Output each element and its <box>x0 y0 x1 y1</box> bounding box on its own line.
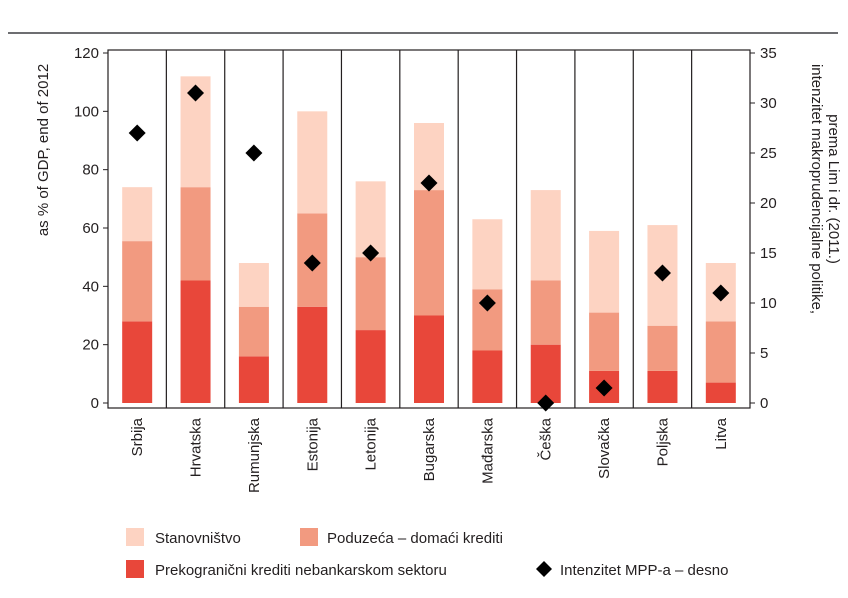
legend-item-intenzitet: Intenzitet MPP-a – desno <box>536 561 728 579</box>
category-label: Poljska <box>654 417 671 466</box>
right-tick-label: 25 <box>760 145 777 162</box>
bar-segment-1 <box>647 370 678 403</box>
plot-frame <box>107 49 751 409</box>
legend-swatch-poduzeca <box>300 528 318 546</box>
bar-segment-1 <box>180 280 211 403</box>
bar-segment-2 <box>238 306 269 357</box>
marker-point <box>187 84 205 102</box>
bar-segment-2 <box>589 312 620 371</box>
marker-point <box>245 144 263 162</box>
bars-layer <box>122 76 736 403</box>
right-tick-label: 0 <box>760 395 768 412</box>
left-axis-title: as % of GDP, end of 2012 <box>35 64 52 236</box>
bar-segment-3 <box>122 187 153 242</box>
bar-segment-1 <box>472 350 503 403</box>
marker-point <box>712 284 730 302</box>
bar-segment-2 <box>180 187 211 281</box>
bar-segment-1 <box>297 306 328 403</box>
bar-segment-1 <box>122 321 153 403</box>
bar-segment-3 <box>238 263 269 307</box>
legend-label-intenzitet: Intenzitet MPP-a – desno <box>560 562 728 579</box>
legend-label-stanovnistvo: Stanovništvo <box>155 530 241 547</box>
bar-segment-3 <box>472 219 503 290</box>
left-tick-label: 80 <box>82 162 99 179</box>
bar-segment-1 <box>530 344 561 403</box>
marker-point <box>595 379 613 397</box>
right-tick-label: 15 <box>760 245 777 262</box>
marker-point <box>537 394 555 412</box>
left-tick-label: 0 <box>91 395 99 412</box>
bar-segment-3 <box>589 230 620 313</box>
bar-segment-1 <box>414 315 444 403</box>
left-tick-label: 40 <box>82 278 99 295</box>
bar-segment-1 <box>238 356 269 403</box>
category-label: Slovačka <box>596 417 613 479</box>
marker-point <box>303 254 321 272</box>
bar-segment-1 <box>355 330 386 403</box>
marker-point <box>128 124 146 142</box>
bar-segment-2 <box>705 321 736 383</box>
left-tick-label: 100 <box>74 103 99 120</box>
right-tick-label: 10 <box>760 295 777 312</box>
bar-segment-2 <box>355 257 386 331</box>
bar-segment-3 <box>297 111 328 214</box>
category-label: Letonija <box>363 417 380 470</box>
legend: Stanovništvo Poduzeća – domaći krediti P… <box>126 528 728 579</box>
right-axis: 0 5 10 15 20 25 30 35 <box>750 45 777 412</box>
category-label: Srbija <box>129 417 146 456</box>
marker-point <box>420 174 438 192</box>
right-tick-label: 20 <box>760 195 777 212</box>
right-axis-title-line2: prema Lim i dr. (2011.) <box>825 114 842 264</box>
right-tick-label: 30 <box>760 95 777 112</box>
category-label: Estonija <box>304 417 321 471</box>
markers-layer <box>128 84 730 412</box>
bar-segment-2 <box>414 190 444 316</box>
legend-item-stanovnistvo: Stanovništvo <box>126 528 241 547</box>
left-tick-label: 120 <box>74 45 99 62</box>
right-tick-label: 5 <box>760 345 768 362</box>
marker-point <box>478 294 496 312</box>
bar-segment-2 <box>530 280 561 345</box>
category-label: Litva <box>713 417 730 449</box>
marker-point <box>653 264 671 282</box>
legend-label-prekogranicni: Prekogranični krediti nebankarskom sekto… <box>155 562 447 579</box>
bar-segment-3 <box>530 190 561 281</box>
bar-segment-1 <box>705 382 736 403</box>
category-labels: Srbija Hrvatska Rumunjska Estonija Letonija B… <box>129 417 730 493</box>
right-tick-label: 35 <box>760 45 777 62</box>
bar-segment-2 <box>647 325 678 371</box>
legend-diamond-icon <box>536 561 552 577</box>
left-tick-label: 60 <box>82 220 99 237</box>
category-separators <box>165 50 693 408</box>
left-axis: 0 20 40 60 80 100 120 <box>74 45 108 412</box>
legend-swatch-stanovnistvo <box>126 528 144 546</box>
right-axis-title-line1: intenzitet makroprudencijalne politike, <box>808 64 825 314</box>
category-label: Mađarska <box>479 417 496 484</box>
category-label: Bugarska <box>421 417 438 481</box>
legend-label-poduzeca: Poduzeća – domaći krediti <box>327 530 503 547</box>
legend-swatch-prekogranicni <box>126 560 144 578</box>
category-label: Češka <box>538 417 555 460</box>
legend-item-prekogranicni: Prekogranični krediti nebankarskom sekto… <box>126 560 447 579</box>
legend-item-poduzeca: Poduzeća – domaći krediti <box>300 528 503 547</box>
category-label: Rumunjska <box>246 417 263 493</box>
left-tick-label: 20 <box>82 337 99 354</box>
bar-segment-2 <box>122 241 153 322</box>
marker-point <box>362 244 380 262</box>
category-label: Hrvatska <box>188 417 205 477</box>
